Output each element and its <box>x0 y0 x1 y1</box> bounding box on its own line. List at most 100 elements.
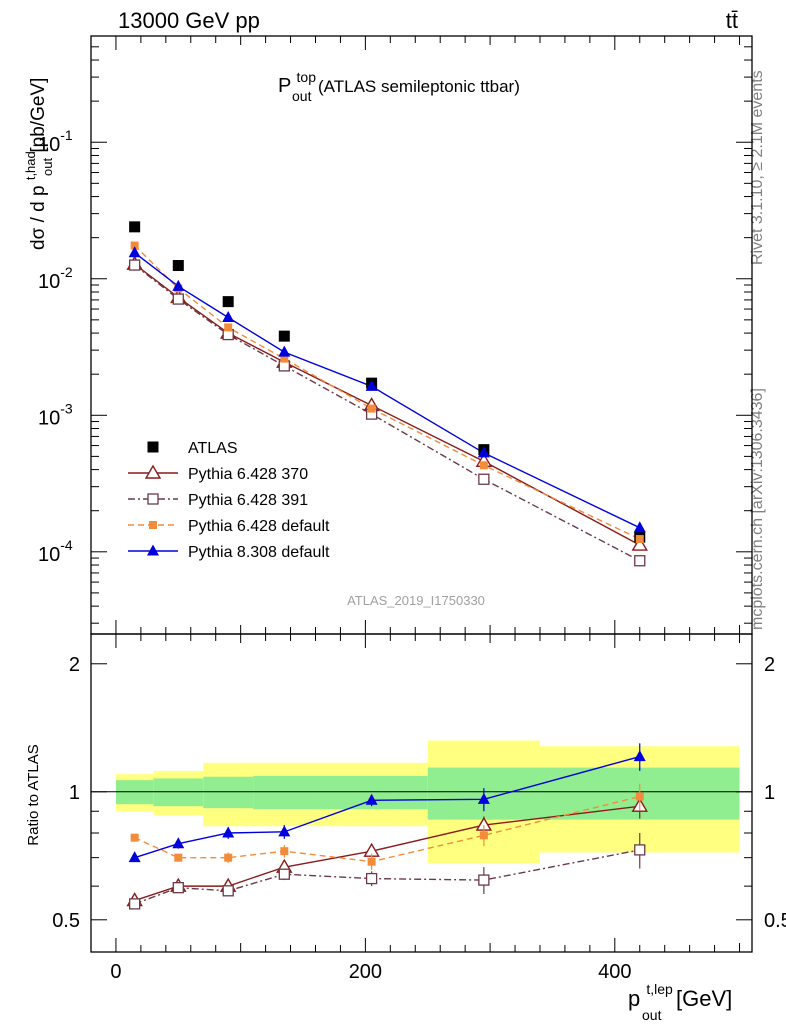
main-y-tick-exp: -1 <box>60 127 73 143</box>
ratio-frame <box>90 633 753 953</box>
ratio-point-py8_default <box>222 826 235 838</box>
main-series-markers <box>126 221 648 567</box>
main-y-tick-base: 10 <box>38 544 60 566</box>
legend-label-atlas: ATLAS <box>188 440 238 457</box>
main-y-tick-base: 10 <box>38 407 60 429</box>
ratio-point-py6_default <box>224 853 233 862</box>
main-point-py6_default <box>479 461 488 470</box>
ratio-y-tick-label-left: 2 <box>69 654 80 676</box>
analysis-id: ATLAS_2019_I1750330 <box>347 593 485 608</box>
main-y-tick-label: 10-2 <box>38 264 73 293</box>
legend-label-py6_391: Pythia 6.428 391 <box>188 492 308 509</box>
main-y-tick-label: 10-4 <box>38 537 73 566</box>
legend: ATLAS Pythia 6.428 370 Pythia 6.428 391 Pyt… <box>128 440 330 561</box>
main-y-tick-label: 10-1 <box>38 127 73 156</box>
ratio-band-inner <box>253 775 316 810</box>
ratio-y-label: Ratio to ATLAS <box>25 744 42 845</box>
ratio-y-tick-label-left: 1 <box>69 782 80 804</box>
ratio-y-tick-label-right: 1 <box>764 782 775 804</box>
main-point-py6_391 <box>478 473 490 485</box>
main-y-label-pre: dσ / d p <box>28 185 49 250</box>
main-point-atlas <box>222 296 234 308</box>
ratio-point-py8_default <box>128 851 141 863</box>
ratio-point-py8_default <box>477 792 490 804</box>
ratio-point-py6_391 <box>478 874 490 886</box>
main-title: P top out (ATLAS semileptonic ttbar) <box>278 65 520 106</box>
main-point-py8_default <box>477 446 490 458</box>
legend-marker-py8_default <box>147 544 159 556</box>
main-y-tick-exp: -2 <box>60 264 73 280</box>
main-y-label-sup: t,had <box>23 151 38 180</box>
main-y-label: dσ / d p t,had out [pb/GeV] <box>19 78 57 250</box>
ratio-point-py6_default <box>367 857 376 866</box>
ratio-point-py6_391 <box>172 882 184 894</box>
ratio-point-py6_default <box>635 792 644 801</box>
legend-marker-atlas <box>147 441 159 453</box>
ratio-point-py6_391 <box>365 872 378 885</box>
main-point-py8_default <box>222 311 235 323</box>
main-point-py6_default <box>280 354 289 363</box>
x-axis-label: p t,lep out [GeV] <box>628 974 732 1024</box>
main-point-py6_391 <box>172 293 184 305</box>
main-y-tick-base: 10 <box>38 271 60 293</box>
main-point-py6_default <box>130 241 139 250</box>
process-label: tt̄ <box>726 8 738 33</box>
ratio-uncertainty-bands <box>91 740 752 864</box>
energy-label: 13000 GeV pp <box>118 8 260 33</box>
main-title-rest: (ATLAS semileptonic ttbar) <box>318 77 520 96</box>
ratio-point-py6_default <box>174 853 183 862</box>
ratio-point-py8_default <box>172 837 185 849</box>
main-y-tick-exp: -4 <box>60 537 73 553</box>
x-axis-label-unit: [GeV] <box>676 986 732 1011</box>
x-tick-label: 400 <box>598 961 631 983</box>
main-point-atlas <box>172 260 184 272</box>
main-y-tick-exp: -3 <box>60 400 73 416</box>
ratio-point-py8_default <box>365 793 378 805</box>
mcplots-label: mcplots.cern.ch [arXiv:1306.3436] <box>749 388 766 630</box>
legend-label-py6_default: Pythia 6.428 default <box>188 518 330 535</box>
legend-label-py8_default: Pythia 8.308 default <box>188 544 330 561</box>
rivet-label: Rivet 3.1.10, ≥ 2.1M events <box>749 70 766 265</box>
ratio-point-py6_391 <box>634 844 646 856</box>
main-point-py6_391 <box>634 555 646 567</box>
main-y-tick-base: 10 <box>38 134 60 156</box>
main-point-py6_default <box>224 323 233 332</box>
x-axis-label-sup: t,lep <box>646 981 673 997</box>
ratio-band-inner <box>153 778 204 807</box>
main-point-py6_370 <box>631 536 648 551</box>
main-point-py8_default <box>278 345 291 357</box>
main-title-sub: out <box>292 88 312 104</box>
main-point-py8_default <box>128 246 141 258</box>
main-title-sup: top <box>297 69 317 85</box>
ratio-point-py6_default <box>130 833 139 842</box>
main-point-py8_default <box>365 379 378 391</box>
main-point-atlas <box>278 330 290 342</box>
x-axis-label-base: p <box>628 986 640 1011</box>
ratio-point-py6_default <box>280 847 289 856</box>
main-y-label-post: [pb/GeV] <box>28 78 49 153</box>
ratio-point-py8_default <box>278 825 291 837</box>
main-point-py6_default <box>367 404 376 413</box>
x-tick-label: 200 <box>349 961 382 983</box>
x-tick-label: 0 <box>110 961 121 983</box>
main-title-base: P <box>278 75 291 97</box>
ratio-point-py6_391 <box>129 898 141 910</box>
ratio-y-tick-label-left: 0.5 <box>52 910 80 932</box>
legend-marker-py6_default <box>149 521 157 529</box>
main-point-atlas <box>129 221 141 233</box>
legend-marker-py6_370 <box>144 464 162 479</box>
ratio-y-tick-label-right: 0.5 <box>764 910 786 932</box>
ratio-point-py6_391 <box>278 868 290 880</box>
main-point-py8_default <box>633 521 646 533</box>
main-y-tick-label: 10-3 <box>38 400 73 429</box>
main-line-py8_default <box>134 252 641 529</box>
ratio-band-inner <box>203 776 254 809</box>
legend-label-py6_370: Pythia 6.428 370 <box>188 466 308 483</box>
main-point-py8_default <box>172 279 185 291</box>
ratio-point-py6_default <box>479 831 488 840</box>
main-y-label-sub: out <box>40 158 55 176</box>
ratio-point-py6_391 <box>222 885 234 897</box>
main-point-py6_391 <box>129 259 141 271</box>
